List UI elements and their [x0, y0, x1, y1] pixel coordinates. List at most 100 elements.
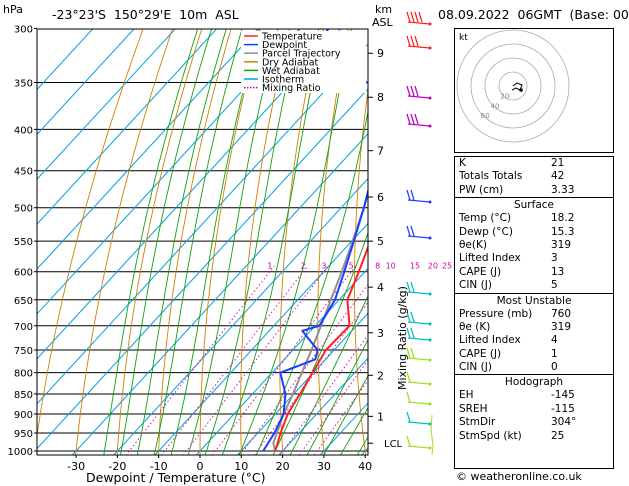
hodograph-ring — [498, 71, 528, 101]
most-unstable-index-key: CIN (J) — [459, 361, 492, 374]
isotherm — [37, 29, 259, 270]
legend-item: Wet Adiabat — [262, 66, 320, 77]
height-tick-label: 6 — [377, 191, 384, 204]
most-unstable-index-key: CAPE (J) — [459, 347, 502, 360]
most-unstable-index-value: 760 — [551, 307, 572, 320]
isotherm — [37, 29, 135, 136]
hodograph-ring-label: 60 — [481, 112, 490, 120]
isotherm — [236, 312, 368, 455]
pressure-tick-label: 550 — [14, 237, 33, 248]
surface-index-value: 18.2 — [551, 212, 575, 225]
wind-barb — [406, 11, 432, 26]
most-unstable-index-row: CIN (J) 0 — [455, 361, 613, 374]
index-row: K 21 — [455, 157, 613, 170]
height-tick-label: 9 — [377, 47, 384, 60]
pressure-tick-label: 300 — [14, 24, 33, 35]
height-tick-label: 7 — [377, 145, 384, 158]
wet-adiabat — [187, 29, 279, 455]
temperature-tick-label: 10 — [234, 460, 248, 473]
pressure-tick-label: 400 — [14, 125, 33, 136]
index-row: Totals Totals 42 — [455, 170, 613, 183]
hodograph-index-key: StmSpd (kt) — [459, 429, 522, 442]
height-tick-label: 4 — [377, 281, 384, 294]
wind-barb — [406, 371, 432, 386]
surface-index-row: θe(K) 319 — [455, 239, 613, 252]
dry-adiabat — [37, 29, 144, 439]
isotherm — [37, 29, 176, 180]
hodograph-ring-label: 40 — [491, 102, 500, 110]
surface-index-value: 5 — [551, 279, 558, 292]
temperature-tick-label: 20 — [276, 460, 290, 473]
surface-index-value: 15.3 — [551, 225, 575, 238]
plot-frame — [36, 28, 369, 456]
dry-adiabat — [75, 29, 173, 455]
wet-adiabat — [323, 375, 368, 455]
index-key: PW (cm) — [459, 183, 504, 196]
hodograph-ring — [470, 43, 556, 129]
pressure-tick-label: 900 — [14, 410, 33, 421]
mixing-ratio-line — [239, 283, 368, 455]
surface-index-value: 319 — [551, 238, 572, 251]
mixing-ratio-line — [211, 265, 357, 455]
wind-profile-line — [430, 414, 434, 456]
most-unstable-index-key: Pressure (mb) — [459, 307, 533, 320]
temperature-tick-label: 30 — [317, 460, 331, 473]
mixing-ratio-label: 15 — [410, 262, 420, 271]
mixing-ratio-label: 20 — [428, 262, 438, 271]
isotherm — [37, 88, 368, 450]
most-unstable-index-row: Lifted Index 4 — [455, 334, 613, 347]
surface-index-key: CIN (J) — [459, 279, 492, 292]
most-unstable-index-row: Pressure (mb) 760 — [455, 308, 613, 321]
wet-adiabat — [238, 29, 353, 455]
mixing-ratio-label: 1 — [267, 262, 272, 271]
hodograph-ring — [484, 57, 542, 115]
legend-item: Mixing Ratio — [262, 83, 321, 94]
most-unstable-index-key: Lifted Index — [459, 334, 521, 347]
height-tick-label: 8 — [377, 91, 384, 104]
surface-index-key: Dewp (°C) — [459, 225, 513, 238]
pressure-unit: hPa — [3, 3, 23, 16]
mixing-ratio-label: 10 — [386, 262, 396, 271]
surface-index-key: Temp (°C) — [459, 212, 512, 225]
legend-item: Isotherm — [262, 75, 304, 86]
mixing-ratio-label: 2 — [301, 262, 306, 271]
surface-index-value: 13 — [551, 265, 565, 278]
index-value: 3.33 — [551, 183, 575, 196]
hodograph-ring-label: 20 — [500, 93, 509, 101]
wet-adiabat — [204, 29, 300, 455]
wet-adiabat — [153, 29, 243, 455]
wind-barb — [406, 189, 432, 204]
datetime-title: 08.09.2022 06GMT (Base: 00) — [438, 7, 629, 22]
dry-adiabat — [199, 29, 261, 455]
temperature-curve — [274, 244, 368, 452]
index-row: PW (cm) 3.33 — [455, 184, 613, 197]
mixing-ratio-label: 25 — [442, 262, 452, 271]
mixing-ratio-label: 5 — [349, 262, 354, 271]
pressure-tick-label: 650 — [14, 296, 33, 307]
wet-adiabat — [170, 29, 260, 455]
most-unstable-index-row: θe (K) 319 — [455, 321, 613, 334]
wet-adiabat — [289, 294, 368, 455]
height-unit-km: km — [375, 3, 393, 16]
hodograph-index-key: EH — [459, 389, 474, 402]
pressure-tick-label: 700 — [14, 322, 33, 333]
most-unstable-index-row: CAPE (J) 1 — [455, 348, 613, 361]
most-unstable-index-value: 1 — [551, 347, 558, 360]
wet-adiabat — [339, 406, 368, 455]
hodograph-index-row: StmDir 304° — [455, 416, 613, 429]
hodograph-index-value: 25 — [551, 429, 565, 442]
most-unstable-index-value: 319 — [551, 320, 572, 333]
temperature-tick-label: -10 — [150, 460, 168, 473]
wind-barb — [406, 391, 432, 406]
mixing-ratio-line — [298, 359, 368, 455]
hodograph-section-title: Hodograph — [504, 376, 564, 389]
index-key: K — [459, 157, 466, 169]
x-axis-label: Dewpoint / Temperature (°C) — [86, 470, 266, 485]
mixing-ratio-line — [125, 265, 275, 455]
mixing-ratio-axis-label: Mixing Ratio (g/kg) — [396, 286, 409, 390]
height-tick-label: 1 — [377, 410, 384, 423]
surface-index-row: Lifted Index 3 — [455, 252, 613, 265]
hodograph-index-value: -145 — [551, 389, 575, 402]
surface-index-value: 3 — [551, 252, 558, 265]
